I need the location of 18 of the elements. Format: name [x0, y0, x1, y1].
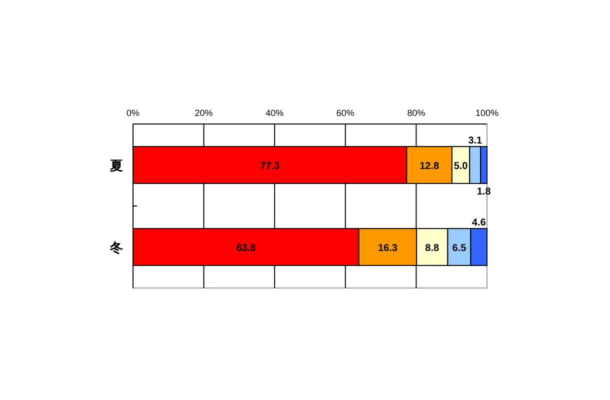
x-tick-label: 0% — [126, 108, 140, 118]
y-tick-label: 冬 — [109, 240, 123, 255]
x-tick-label: 60% — [336, 108, 354, 118]
x-tick-label: 20% — [194, 108, 213, 118]
y-tick-label: 夏 — [109, 158, 123, 173]
data-label: 8.8 — [425, 243, 440, 254]
x-tick-label: 80% — [407, 108, 426, 118]
data-label: 5.0 — [454, 161, 468, 172]
data-label: 6.5 — [452, 243, 466, 254]
x-tick-label: 100% — [475, 108, 499, 118]
data-label: 77.3 — [260, 161, 280, 172]
data-label: 1.8 — [476, 186, 491, 198]
data-label: 4.6 — [472, 218, 486, 229]
data-label: 63.8 — [236, 243, 256, 254]
x-tick-label: 40% — [266, 108, 284, 118]
data-label: 3.1 — [468, 136, 482, 147]
data-label: 12.8 — [420, 161, 440, 172]
data-label: 16.3 — [378, 243, 398, 254]
